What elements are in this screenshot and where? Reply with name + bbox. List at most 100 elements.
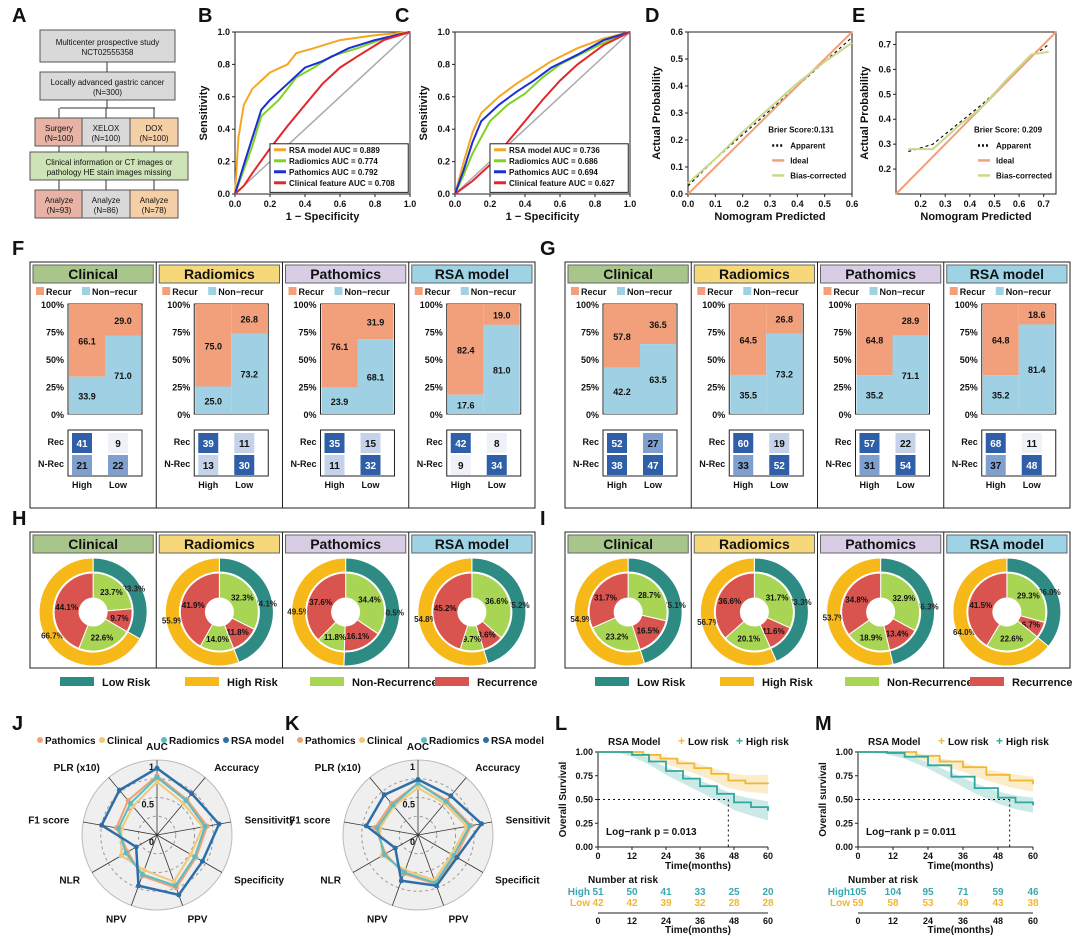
bar-segment-recur: [604, 304, 640, 368]
risk-value: 53: [922, 898, 934, 909]
donut-outer-label: 45.1%: [663, 601, 686, 610]
flow-arm-box-2-text: DOX: [145, 124, 163, 133]
x-tick-label: 60: [763, 851, 773, 861]
flow-exclusion-box: [29, 151, 189, 181]
legend-swatch-0: [595, 677, 629, 686]
flow-arm-box-1-text: (N=100): [91, 134, 120, 143]
risk-value: 49: [957, 898, 969, 909]
bar-segment-nonrecur: [483, 324, 520, 414]
bar-value-recur: 64.8: [992, 336, 1010, 346]
group-header: [567, 264, 689, 284]
bar-segment-recur: [730, 304, 767, 375]
radar-ring: [398, 815, 438, 855]
risk-tick-label: 60: [763, 916, 773, 926]
donut-panel-I: Clinical 45.1% 54.9% 28.7% 16.5% 23.2% 31.7% Ra…: [564, 531, 1073, 689]
heatmap-value: 15: [365, 439, 377, 450]
radar-point: [363, 823, 369, 829]
panel-letter-H: H: [12, 508, 26, 530]
y-tick-label: 0.4: [670, 81, 683, 91]
heatmap-cell: [643, 455, 663, 475]
flow-exclusion-box-text: pathology HE stain images missing: [47, 168, 172, 177]
y-tick-label: 100%: [167, 300, 190, 310]
donut-inner-label: 36.6%: [485, 597, 508, 606]
y-tick-label: 25%: [298, 383, 316, 393]
radar-point: [199, 858, 205, 864]
heatmap-value: 37: [990, 461, 1002, 472]
heatmap-value: 11: [329, 461, 340, 472]
heatmap-cell: [607, 455, 627, 475]
legend-marker-high: +: [996, 734, 1003, 748]
legend-dot-2: [421, 737, 427, 743]
legend-dot-1: [99, 737, 105, 743]
x-tick-label: 24: [923, 851, 933, 861]
bar-segment-nonrecur: [105, 335, 141, 414]
radar-point: [415, 785, 421, 791]
legend-entry-2: Bias-corrected: [790, 171, 846, 180]
x-tick-label: 0.2: [736, 199, 749, 209]
plot-D: 0.0 0.1 0.2 0.3 0.4 0.5 0.6 0.0 0.1 0.2 0.3 0.4 0.5 0…: [651, 27, 858, 223]
radar-point: [454, 855, 460, 860]
heatmap-value: 22: [900, 439, 912, 450]
legend-entry-2: Non-Recurrence: [352, 677, 438, 689]
km-confidence-band-1: [858, 752, 1033, 813]
heatmap-cell: [859, 433, 880, 453]
radar-series-0: [374, 782, 473, 886]
donut-inner-label: 31.7%: [594, 593, 617, 602]
series-line-2: [908, 50, 1049, 151]
bar-segment-recur: [447, 304, 484, 395]
radar-point: [136, 883, 142, 889]
bar-value-recur: 57.8: [613, 332, 631, 342]
radar-point: [127, 800, 133, 806]
heatmap-value: 13: [203, 461, 215, 472]
risk-tick-label: 12: [888, 916, 898, 926]
risk-value: 28: [762, 898, 774, 909]
y-tick-label: 75%: [298, 328, 316, 338]
panel-letter-G: G: [540, 238, 556, 260]
donut-outer-label: 55.9%: [162, 617, 185, 626]
y-tick-label: 75%: [425, 328, 443, 338]
group-header: [693, 534, 815, 554]
risk-table-title: Number at risk: [848, 875, 918, 886]
radar-point: [116, 825, 122, 831]
bar-segment-nonrecur: [730, 374, 767, 414]
group-header: [820, 534, 942, 554]
y-tick-label: 0.7: [878, 39, 891, 49]
y-tick-label: 75%: [172, 328, 190, 338]
legend-recur-swatch: [162, 287, 171, 295]
reference-diagonal: [454, 31, 631, 195]
group-header: [946, 534, 1068, 554]
risk-row-label: Low: [570, 898, 590, 909]
x-tick-label: 0.8: [589, 199, 602, 209]
legend-entry-1: Clinical: [367, 736, 403, 747]
legend-entry-3: Clinical feature AUC = 0.708: [289, 179, 395, 188]
bar-value-recur: 36.5: [649, 320, 667, 330]
risk-value: 20: [762, 887, 774, 898]
radar-ring-label: 0: [149, 837, 154, 847]
bar-segment-recur: [766, 304, 803, 334]
group-title: RSA model: [970, 536, 1044, 552]
radar-panel-K: Pathomics Clinical Radiomics RSA model AOC Ac…: [289, 736, 551, 926]
x-tick-label: 0.5: [988, 199, 1001, 209]
heatmap-value: 57: [864, 439, 876, 450]
donut-inner-label: 22.6%: [91, 633, 114, 642]
legend-recur: Recur: [172, 287, 198, 297]
legend-marker-low: +: [678, 734, 685, 748]
radar-spoke: [156, 777, 206, 836]
risk-value: 28: [728, 898, 740, 909]
donut-outer-label: 43.3%: [789, 598, 812, 607]
legend-entry-high: High risk: [1006, 737, 1049, 748]
bar-segment-nonrecur: [69, 376, 105, 414]
bar-segment-nonrecur: [357, 339, 394, 414]
legend-entry-high: High risk: [746, 737, 789, 748]
bar-segment-recur: [640, 304, 676, 345]
bar-segment-recur: [1018, 304, 1055, 325]
donut-outer-label: 54.8%: [414, 615, 437, 624]
legend-recur: Recur: [425, 287, 451, 297]
legend-swatch-2: [310, 677, 344, 686]
flow-arm-box-0-text: (N=100): [44, 134, 73, 143]
bar-segment-recur: [69, 304, 105, 377]
y-tick-label: 0.00: [575, 842, 593, 852]
flow-analyze-box-0-text: (N=93): [47, 206, 72, 215]
heatmap-value: 8: [494, 439, 500, 450]
radar-point: [467, 823, 473, 829]
